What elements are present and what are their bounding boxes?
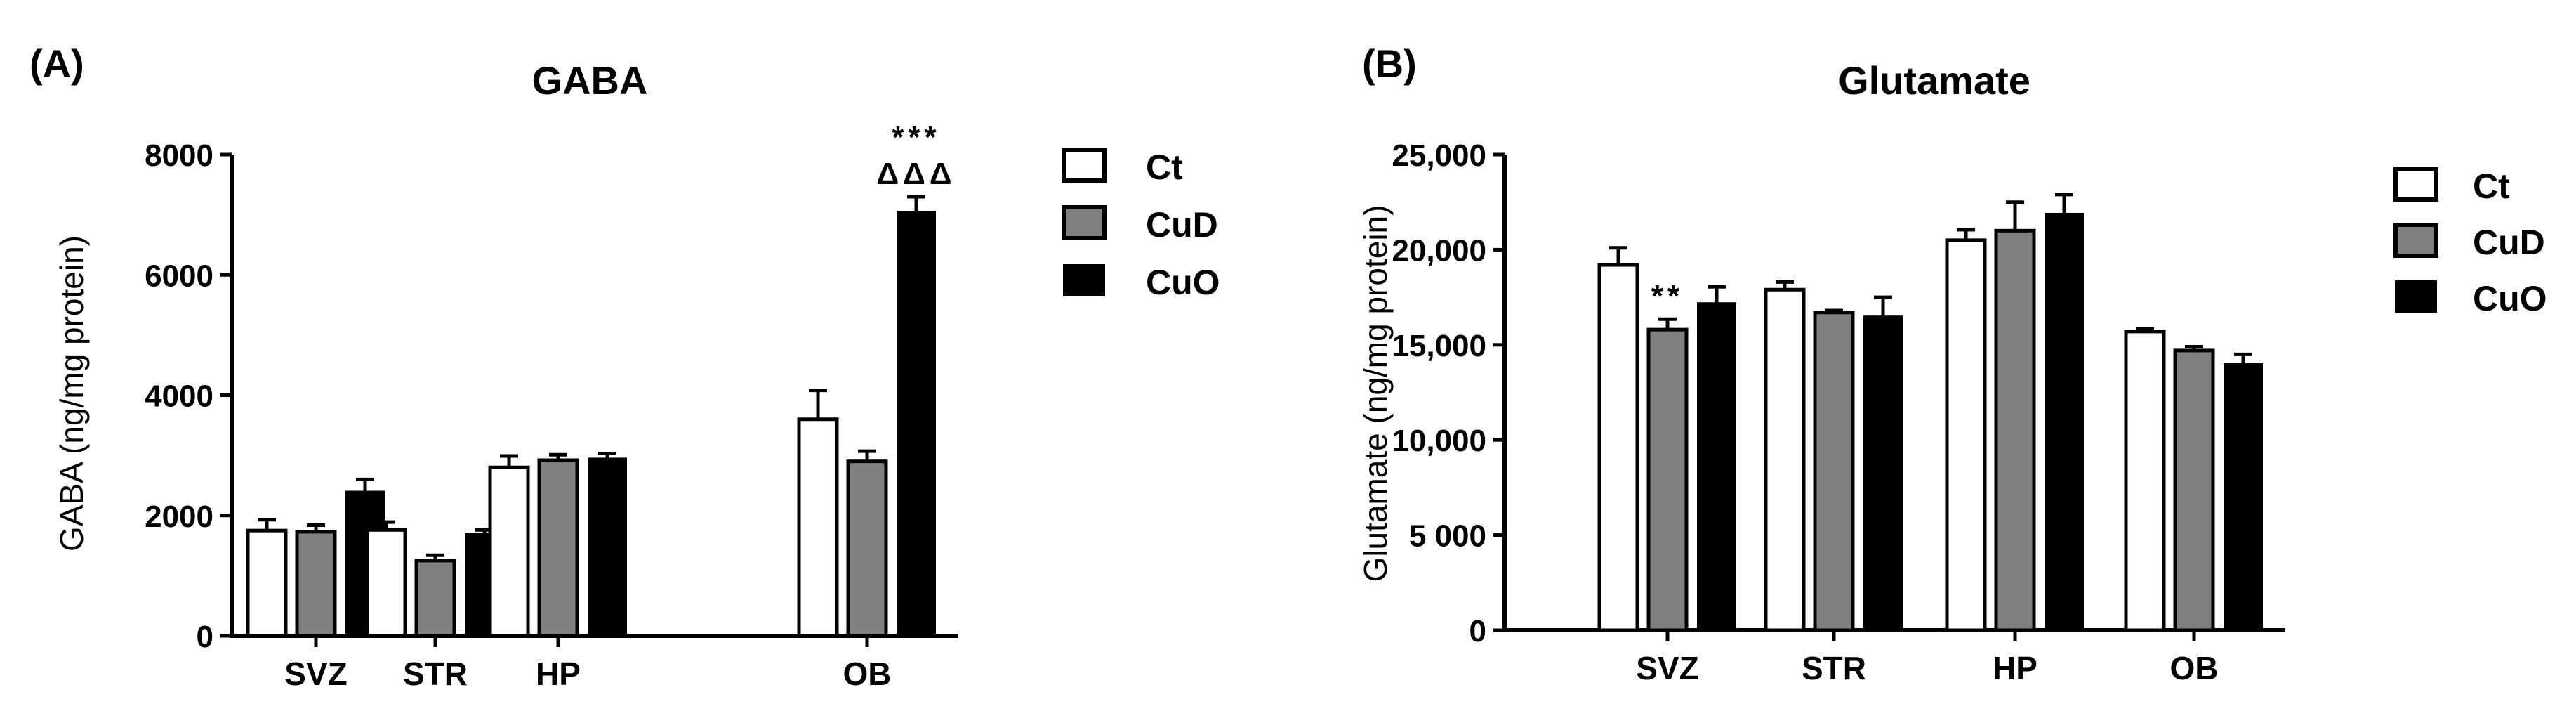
bar-cud-str <box>414 559 456 638</box>
legend-label-cuo: CuO <box>2473 279 2547 318</box>
x-tick-label: SVZ <box>284 655 347 692</box>
x-tick-label: STR <box>1802 650 1866 686</box>
bar-cuo-ob <box>897 211 936 637</box>
y-tick-label: 6000 <box>145 259 213 293</box>
bar-cuo-ob <box>2224 363 2263 631</box>
legend-label-ct: Ct <box>1146 148 1183 187</box>
bar-cuo-svz <box>1697 302 1736 631</box>
x-tick-label: OB <box>843 655 892 692</box>
y-tick-label: 20,000 <box>1392 233 1486 268</box>
legend-label-cud: CuD <box>2473 223 2545 262</box>
significance-marker: *** <box>892 120 940 155</box>
legend-swatch-cuo <box>2395 280 2437 313</box>
x-tick-label: HP <box>1993 650 2037 686</box>
legend-label-cud: CuD <box>1146 205 1218 244</box>
y-tick-label: 0 <box>1469 614 1486 648</box>
y-tick-label: 2000 <box>145 500 213 534</box>
y-axis-title: GABA (ng/mg protein) <box>53 235 90 552</box>
panel-label: (B) <box>1362 41 1417 86</box>
y-tick-label: 10,000 <box>1392 424 1486 458</box>
bar-cud-str <box>1813 311 1855 632</box>
y-tick-label: 15,000 <box>1392 329 1486 363</box>
panel-label: (A) <box>29 41 84 86</box>
bar-ct-svz <box>1597 263 1639 632</box>
legend-swatch-cud <box>2393 223 2438 258</box>
bar-ct-svz <box>246 528 288 638</box>
chart-title: Glutamate <box>1838 58 2030 103</box>
bar-ct-ob <box>797 417 839 638</box>
bar-cud-svz <box>1646 327 1689 632</box>
legend-swatch-ct <box>1062 148 1107 183</box>
y-tick-label: 4000 <box>145 379 213 414</box>
significance-marker: ΔΔΔ <box>877 157 956 191</box>
bar-ct-hp <box>1945 238 1987 632</box>
bar-cuo-str <box>1863 315 1903 631</box>
bar-ct-hp <box>488 465 530 638</box>
x-tick-label: OB <box>2170 650 2219 686</box>
bar-cud-svz <box>295 530 337 638</box>
significance-marker: ** <box>1651 279 1684 313</box>
legend-swatch-cud <box>1062 205 1107 240</box>
bar-cuo-hp <box>2045 212 2084 631</box>
bar-ct-ob <box>2124 330 2166 632</box>
y-axis-title: Glutamate (ng/mg protein) <box>1357 205 1394 582</box>
legend-swatch-ct <box>2393 167 2438 202</box>
bar-cud-hp <box>537 458 579 638</box>
y-tick-label: 0 <box>197 620 213 654</box>
bar-cud-ob <box>2173 348 2215 632</box>
bar-cuo-hp <box>588 457 627 637</box>
y-tick-label: 25,000 <box>1392 138 1486 173</box>
legend-swatch-cuo <box>1063 264 1105 296</box>
legend-label-cuo: CuO <box>1146 263 1220 302</box>
x-tick-label: STR <box>403 655 468 692</box>
bar-ct-str <box>365 528 407 638</box>
bar-ct-str <box>1764 287 1806 632</box>
bar-cud-hp <box>1994 228 2036 632</box>
bar-cud-ob <box>846 459 888 638</box>
x-tick-label: HP <box>536 655 581 692</box>
chart-title: GABA <box>532 58 648 103</box>
y-tick-label: 8000 <box>145 138 213 173</box>
x-tick-label: SVZ <box>1636 650 1698 686</box>
legend-label-ct: Ct <box>2473 167 2510 206</box>
y-tick-label: 5 000 <box>1409 519 1486 554</box>
